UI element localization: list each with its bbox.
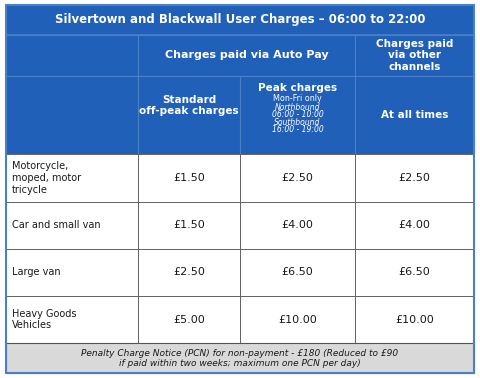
Text: Southbound: Southbound xyxy=(274,118,321,127)
Text: Charges paid
via other
channels: Charges paid via other channels xyxy=(376,39,453,72)
Text: Charges paid via Auto Pay: Charges paid via Auto Pay xyxy=(165,50,328,60)
Text: 06:00 - 10:00: 06:00 - 10:00 xyxy=(272,110,323,119)
Text: £1.50: £1.50 xyxy=(173,220,205,230)
Text: Mon-Fri only: Mon-Fri only xyxy=(273,94,322,103)
Bar xyxy=(6,343,474,373)
Bar xyxy=(138,249,240,296)
Bar xyxy=(240,76,355,154)
Text: £5.00: £5.00 xyxy=(173,314,205,325)
Bar xyxy=(355,249,474,296)
Bar xyxy=(355,296,474,343)
Text: Heavy Goods
Vehicles: Heavy Goods Vehicles xyxy=(12,309,76,330)
Text: £1.50: £1.50 xyxy=(173,173,205,183)
Bar xyxy=(240,201,355,249)
Text: Standard
off-peak charges: Standard off-peak charges xyxy=(139,95,239,116)
Bar xyxy=(138,201,240,249)
Text: £2.50: £2.50 xyxy=(281,173,313,183)
Text: £6.50: £6.50 xyxy=(398,267,431,277)
Bar xyxy=(240,249,355,296)
Bar xyxy=(6,5,474,35)
Bar xyxy=(6,35,138,76)
Bar xyxy=(355,76,474,154)
Text: £2.50: £2.50 xyxy=(173,267,205,277)
Text: Large van: Large van xyxy=(12,267,60,277)
Bar xyxy=(240,296,355,343)
Bar xyxy=(6,296,138,343)
Bar xyxy=(6,201,138,249)
Text: 16:00 - 19:00: 16:00 - 19:00 xyxy=(272,125,323,134)
Bar xyxy=(355,35,474,76)
Bar xyxy=(138,35,355,76)
Text: Car and small van: Car and small van xyxy=(12,220,100,230)
Bar xyxy=(240,154,355,201)
Bar xyxy=(138,76,240,154)
Text: £4.00: £4.00 xyxy=(398,220,431,230)
Text: Silvertown and Blackwall User Charges – 06:00 to 22:00: Silvertown and Blackwall User Charges – … xyxy=(55,13,425,26)
Bar xyxy=(138,296,240,343)
Text: £10.00: £10.00 xyxy=(278,314,317,325)
Text: £4.00: £4.00 xyxy=(281,220,313,230)
Bar xyxy=(6,154,138,201)
Bar xyxy=(6,76,138,154)
Text: Peak charges: Peak charges xyxy=(258,82,337,93)
Text: At all times: At all times xyxy=(381,110,448,120)
Bar xyxy=(6,249,138,296)
Text: £6.50: £6.50 xyxy=(281,267,313,277)
Bar xyxy=(355,201,474,249)
Text: Motorcycle,
moped, motor
tricycle: Motorcycle, moped, motor tricycle xyxy=(12,161,81,195)
Bar xyxy=(355,154,474,201)
Text: Penalty Charge Notice (PCN) for non-payment - £180 (Reduced to £90
if paid withi: Penalty Charge Notice (PCN) for non-paym… xyxy=(82,349,398,368)
Bar xyxy=(138,154,240,201)
Text: £2.50: £2.50 xyxy=(398,173,431,183)
Text: £10.00: £10.00 xyxy=(395,314,434,325)
Text: Northbound: Northbound xyxy=(275,103,320,112)
